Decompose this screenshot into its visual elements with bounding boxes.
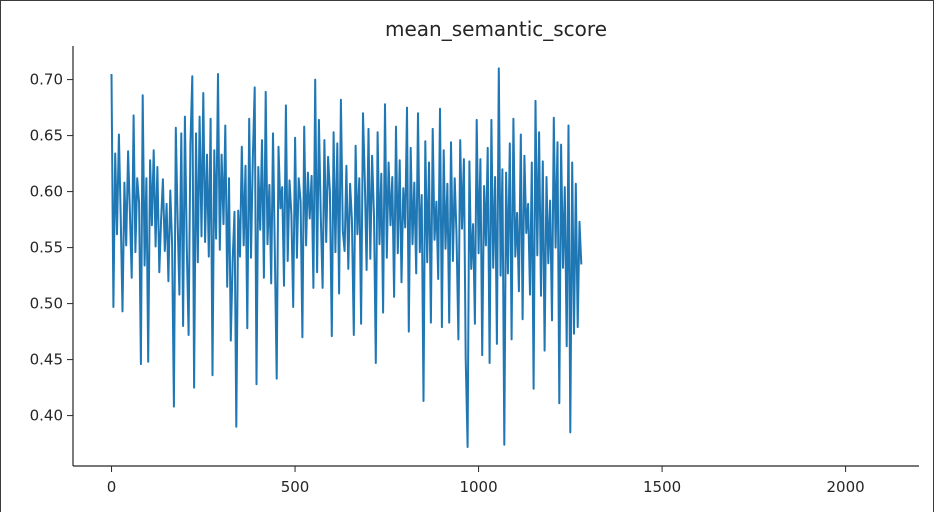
series-layer xyxy=(110,67,583,448)
x-tick-label: 500 xyxy=(281,478,310,496)
y-tick-label: 0.50 xyxy=(30,295,63,313)
series-line-0 xyxy=(110,67,583,448)
y-tick-label: 0.60 xyxy=(30,183,63,201)
axes: 0 500 1000 1500 2000 0.40 0.45 0.50 0.55 0.60 0.65… xyxy=(30,46,919,496)
x-tick-label: 1500 xyxy=(643,478,681,496)
x-tick-label: 2000 xyxy=(827,478,865,496)
x-tick-label: 1000 xyxy=(459,478,497,496)
x-tick-label: 0 xyxy=(107,478,117,496)
y-tick-label: 0.65 xyxy=(30,127,63,145)
chart-title: mean_semantic_score xyxy=(385,17,607,41)
y-tick-label: 0.40 xyxy=(30,407,63,425)
y-tick-label: 0.55 xyxy=(30,239,63,257)
y-tick-label: 0.70 xyxy=(30,71,63,89)
y-tick-label: 0.45 xyxy=(30,351,63,369)
